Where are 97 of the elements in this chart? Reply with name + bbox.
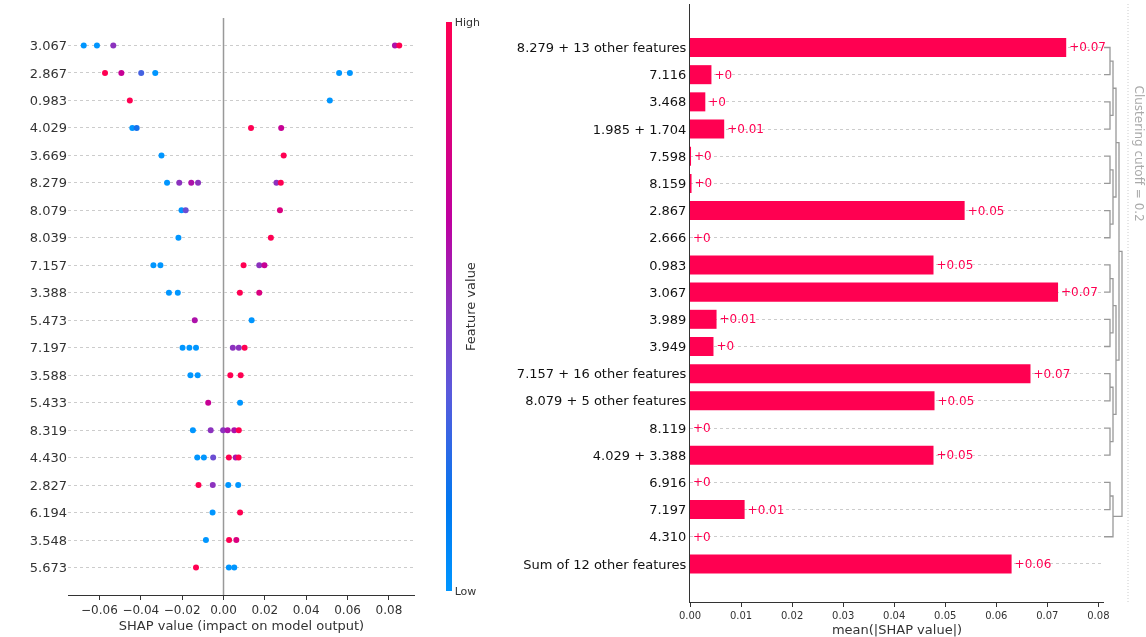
y-tick-label: 5.673 xyxy=(29,560,67,576)
data-label: +0.07 xyxy=(1069,40,1106,55)
x-tick-label: 0.04 xyxy=(292,603,320,618)
x-tick-label: 0.02 xyxy=(251,603,279,618)
y-tick-label: 4.029 + 3.388 xyxy=(592,447,687,463)
x-tick-label: −0.06 xyxy=(81,603,118,618)
y-tick-label: 8.039 xyxy=(29,230,67,246)
x-tick-label: 0.02 xyxy=(780,610,804,621)
data-label: +0 xyxy=(693,529,711,544)
x-tick-label: 0.04 xyxy=(883,610,906,621)
data-label: +0.01 xyxy=(719,312,757,327)
x-tick-label: 0.01 xyxy=(729,610,753,621)
bar xyxy=(690,391,935,411)
bar xyxy=(690,500,745,520)
y-tick-label: 6.194 xyxy=(29,505,67,521)
y-tick-label: 4.430 xyxy=(29,450,67,466)
y-tick-label: 2.827 xyxy=(29,477,67,493)
y-tick-label: 8.119 xyxy=(649,420,687,436)
bar xyxy=(690,309,717,329)
y-tick-label: 4.310 xyxy=(649,529,687,545)
text: Clustering cutoff = 0.2 xyxy=(1131,85,1146,222)
color-bar-label: High xyxy=(454,15,481,29)
y-tick-label: 8.279 + 13 other features xyxy=(516,40,687,56)
data-label: +0.01 xyxy=(727,122,764,137)
y-tick-label: 3.388 xyxy=(29,285,67,301)
y-tick-label: 8.159 xyxy=(649,175,687,191)
x-tick-label: −0.04 xyxy=(122,603,160,618)
data-label: +0.01 xyxy=(747,502,785,517)
y-tick-label: 3.468 xyxy=(649,94,687,110)
x-tick-label: 0.00 xyxy=(678,610,702,621)
y-tick-label: 8.279 xyxy=(29,175,67,191)
y-tick-label: 6.916 xyxy=(649,474,687,490)
y-tick-label: 7.157 + 16 other features xyxy=(516,366,687,382)
data-label: +0.06 xyxy=(1014,556,1052,571)
y-tick-label: 7.197 xyxy=(29,340,67,356)
x-tick-label: 0.08 xyxy=(1087,610,1110,621)
y-tick-label: 8.079 + 5 other features xyxy=(525,393,687,409)
y-tick-label: 0.983 xyxy=(649,257,687,273)
x-tick-label: −0.02 xyxy=(163,603,201,618)
y-tick-label: 0.983 xyxy=(29,92,67,108)
color-bar-label: Low xyxy=(454,584,477,598)
x-tick-label: 0.03 xyxy=(832,610,855,621)
y-tick-label: 7.157 xyxy=(29,257,67,273)
data-label: +0.07 xyxy=(1033,366,1071,381)
data-label: +0 xyxy=(716,339,735,354)
data-label: +0 xyxy=(694,149,712,164)
y-tick-label: 2.666 xyxy=(649,230,687,246)
y-tick-label: 5.473 xyxy=(29,312,67,328)
y-tick-label: 3.989 xyxy=(649,311,687,327)
y-tick-label: 3.588 xyxy=(29,367,67,383)
y-tick-label: 3.548 xyxy=(29,532,67,548)
y-tick-label: 3.669 xyxy=(29,147,67,163)
x-tick-label: 0.06 xyxy=(985,610,1008,621)
bar xyxy=(690,554,1012,574)
data-label: +0.07 xyxy=(1061,285,1098,300)
y-tick-label: 3.067 xyxy=(29,38,67,54)
y-tick-label: 3.067 xyxy=(649,284,687,300)
data-label: +0 xyxy=(694,176,713,191)
bar xyxy=(690,336,714,356)
bar xyxy=(690,255,934,275)
color-bar-title: Feature value xyxy=(462,262,478,351)
bar xyxy=(690,445,934,465)
y-tick-label: 8.079 xyxy=(29,202,67,218)
bar xyxy=(690,119,725,139)
y-tick-label: 8.319 xyxy=(29,422,67,438)
data-label: +0 xyxy=(708,94,727,109)
x-tick-label: 0.06 xyxy=(334,603,361,618)
y-tick-label: 5.433 xyxy=(29,395,67,411)
bar xyxy=(690,37,1067,57)
x-tick-label: 0.00 xyxy=(210,603,237,618)
y-tick-label: Sum of 12 other features xyxy=(523,556,687,572)
data-label: +0.05 xyxy=(936,257,974,272)
y-tick-label: 7.116 xyxy=(649,67,687,83)
x-tick-label: 0.05 xyxy=(934,610,957,621)
y-tick-label: 4.029 xyxy=(29,120,67,136)
x-tick-label: 0.07 xyxy=(1036,610,1059,621)
y-tick-label: 2.867 xyxy=(649,203,687,219)
y-tick-label: 3.949 xyxy=(649,339,687,355)
bar xyxy=(690,364,1031,384)
bar xyxy=(690,282,1059,302)
x-axis-title: SHAP value (impact on model output) xyxy=(118,618,365,633)
data-label: +0 xyxy=(693,475,711,490)
bar xyxy=(690,92,706,112)
y-tick-label: 2.867 xyxy=(29,65,67,81)
y-tick-label: 7.197 xyxy=(649,502,687,518)
data-label: +0 xyxy=(714,67,733,82)
data-label: +0 xyxy=(693,421,711,436)
bar xyxy=(690,201,965,221)
data-label: +0.05 xyxy=(936,448,974,463)
x-axis-title: mean(|SHAP value|) xyxy=(831,621,963,637)
data-label: +0 xyxy=(693,230,711,245)
data-label: +0.05 xyxy=(967,203,1005,218)
bar xyxy=(690,65,712,85)
data-label: +0.05 xyxy=(937,393,975,408)
y-tick-label: 1.985 + 1.704 xyxy=(592,121,687,137)
x-tick-label: 0.08 xyxy=(375,603,403,618)
y-tick-label: 7.598 xyxy=(649,148,687,164)
